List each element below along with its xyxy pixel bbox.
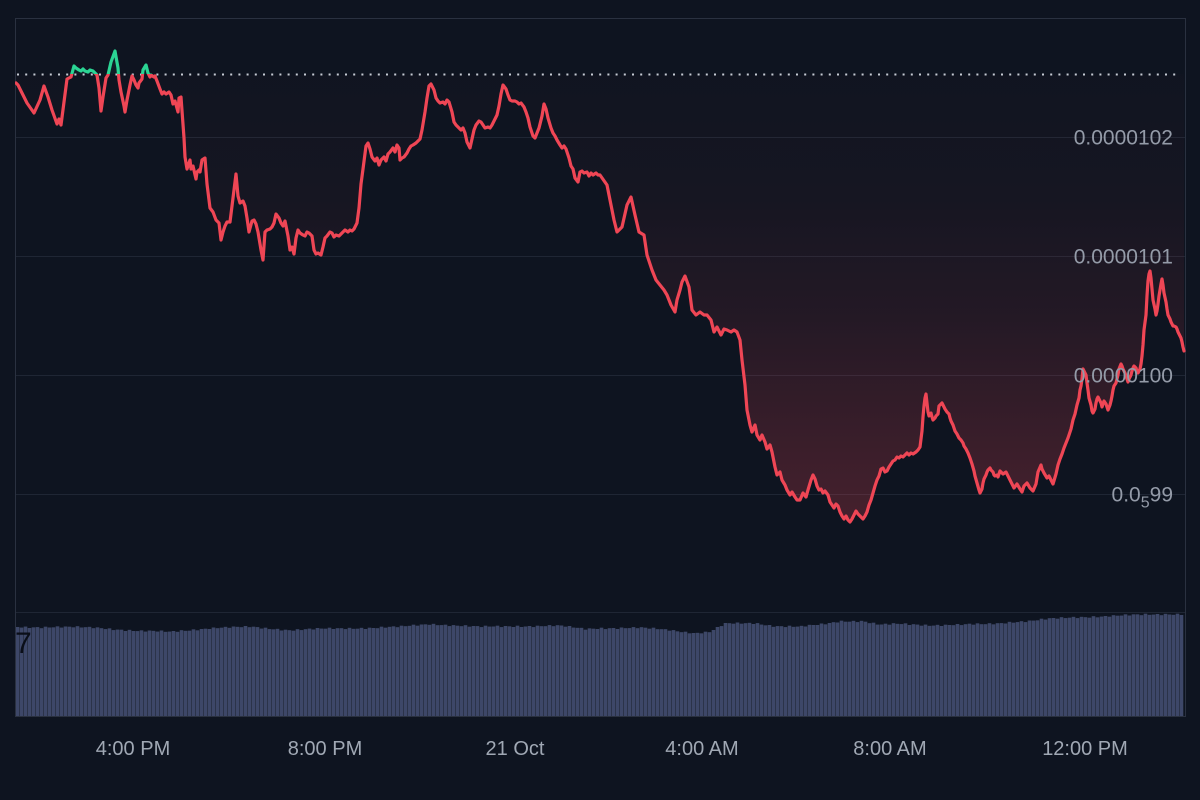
- svg-text:21 Oct: 21 Oct: [486, 738, 545, 760]
- svg-text:0.0000100: 0.0000100: [1074, 365, 1173, 388]
- svg-text:0.0599: 0.0599: [1112, 484, 1173, 512]
- svg-text:8:00 AM: 8:00 AM: [853, 738, 926, 760]
- svg-text:0.0000102: 0.0000102: [1074, 127, 1173, 150]
- svg-text:4:00 PM: 4:00 PM: [96, 738, 170, 760]
- svg-text:12:00 PM: 12:00 PM: [1042, 738, 1128, 760]
- svg-text:8:00 PM: 8:00 PM: [288, 738, 362, 760]
- svg-text:7: 7: [15, 627, 32, 660]
- svg-text:0.0000101: 0.0000101: [1074, 246, 1173, 269]
- svg-text:4:00 AM: 4:00 AM: [665, 738, 738, 760]
